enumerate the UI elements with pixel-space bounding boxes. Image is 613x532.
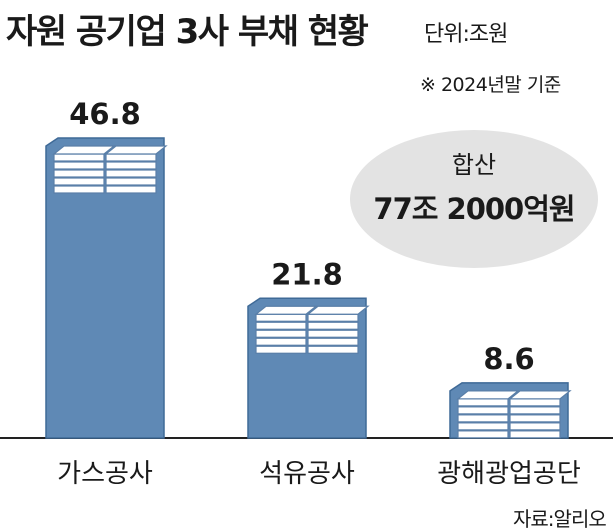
bar-value-label: 21.8 [271, 257, 343, 291]
source-label: 자료:알리오 [513, 507, 607, 531]
bar-value-label: 46.8 [69, 97, 141, 131]
category-label: 가스공사 [57, 459, 153, 489]
bar [45, 137, 168, 439]
category-label: 광해광업공단 [437, 459, 581, 489]
stacked-money-icon [456, 390, 572, 439]
total-value: 77조 2000억원 [373, 192, 575, 226]
total-ellipse [350, 130, 598, 268]
bar [247, 297, 370, 439]
bar [449, 382, 572, 439]
chart-title: 자원 공기업 3사 부채 현황 [6, 12, 369, 52]
stacked-money-icon [254, 305, 370, 354]
category-label: 석유공사 [259, 459, 355, 489]
stacked-money-icon [52, 145, 168, 194]
unit-label: 단위:조원 [424, 22, 508, 47]
total-label: 합산 [451, 151, 497, 179]
reference-note: ※ 2024년말 기준 [420, 74, 561, 96]
bar-value-label: 8.6 [483, 342, 534, 376]
